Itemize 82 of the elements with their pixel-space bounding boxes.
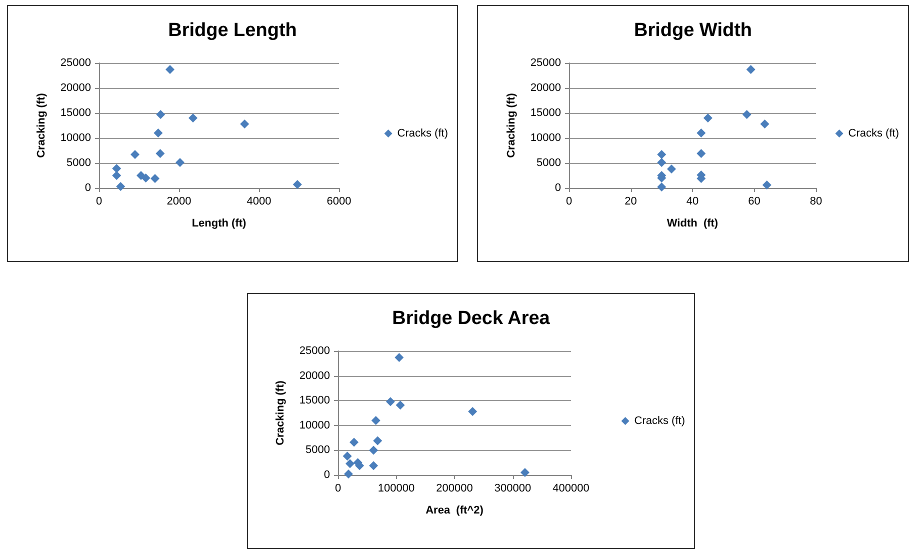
point — [344, 470, 353, 479]
y-tick-label: 10000 — [60, 132, 91, 144]
y-tick-label: 15000 — [299, 394, 330, 407]
x-tick-label: 2000 — [166, 196, 192, 208]
y-tick-label: 20000 — [60, 82, 91, 94]
y-tick-label: 10000 — [299, 419, 330, 432]
point — [696, 149, 706, 158]
point — [156, 110, 166, 119]
y-tick-label: 5000 — [536, 157, 561, 169]
point — [156, 149, 165, 158]
x-tick-label: 200000 — [436, 482, 473, 494]
point — [657, 158, 666, 167]
y-tick-label: 0 — [554, 182, 561, 194]
point — [696, 128, 706, 138]
point — [468, 407, 478, 416]
y-tick-label: 25000 — [60, 57, 91, 69]
x-tick-label: 0 — [334, 482, 342, 494]
point — [762, 180, 772, 190]
point — [240, 120, 250, 128]
point — [369, 446, 378, 455]
y-axis-title: Cracking (ft) — [506, 92, 518, 158]
x-tick-label: 60 — [748, 196, 760, 208]
x-tick-label: 0 — [96, 196, 102, 208]
point — [176, 158, 184, 167]
y-tick-label: 0 — [324, 469, 330, 481]
x-tick-label: 20 — [624, 196, 637, 208]
point — [746, 65, 756, 74]
point — [154, 128, 163, 138]
point — [369, 461, 378, 470]
point — [742, 110, 752, 119]
point — [396, 400, 405, 410]
x-tick-label: 80 — [810, 196, 822, 208]
y-tick-label: 5000 — [306, 444, 330, 456]
x-axis-title: Length (ft) — [192, 218, 247, 230]
point — [342, 452, 352, 461]
point — [112, 171, 122, 180]
point — [150, 174, 160, 183]
x-axis-title: Width (ft) — [666, 218, 718, 230]
x-tick-label: 4000 — [246, 196, 272, 208]
y-tick-label: 0 — [84, 182, 91, 194]
point — [112, 164, 122, 173]
y-axis-title: Cracking (ft) — [36, 92, 48, 158]
point — [371, 416, 380, 425]
chart-title: Bridge Width — [634, 20, 752, 41]
point — [667, 164, 676, 174]
y-tick-label: 25000 — [530, 57, 561, 69]
y-tick-label: 25000 — [299, 345, 330, 357]
point — [373, 436, 382, 446]
point — [386, 397, 395, 406]
y-tick-label: 20000 — [299, 370, 330, 382]
point — [116, 182, 126, 191]
point — [166, 65, 174, 74]
y-tick-label: 5000 — [66, 157, 91, 169]
x-tick-label: 100000 — [378, 482, 415, 494]
point — [520, 468, 530, 478]
x-tick-label: 300000 — [494, 482, 532, 494]
point — [130, 150, 140, 159]
chart-title: Bridge Length — [168, 20, 297, 41]
point — [188, 114, 198, 122]
point — [657, 150, 666, 159]
point — [350, 438, 359, 447]
y-axis-title: Cracking (ft) — [274, 380, 286, 446]
legend-label: Cracks (ft) — [848, 128, 900, 140]
legend-label: Cracks (ft) — [397, 128, 448, 140]
point — [760, 120, 770, 128]
chart-title: Bridge Deck Area — [392, 308, 550, 329]
point — [292, 180, 302, 189]
y-tick-label: 20000 — [530, 82, 561, 94]
x-tick-label: 40 — [686, 196, 699, 208]
point — [346, 459, 354, 468]
x-tick-label: 400000 — [552, 482, 590, 494]
y-tick-label: 10000 — [530, 132, 561, 144]
point — [141, 174, 150, 182]
legend-label: Cracks (ft) — [634, 415, 686, 427]
y-tick-label: 15000 — [530, 107, 561, 119]
y-tick-label: 15000 — [60, 107, 91, 119]
point — [703, 114, 712, 122]
point — [657, 182, 666, 192]
x-axis-title: Area (ft^2) — [426, 504, 484, 516]
point — [394, 352, 404, 362]
x-tick-label: 0 — [566, 196, 572, 208]
x-tick-label: 6000 — [326, 196, 352, 208]
